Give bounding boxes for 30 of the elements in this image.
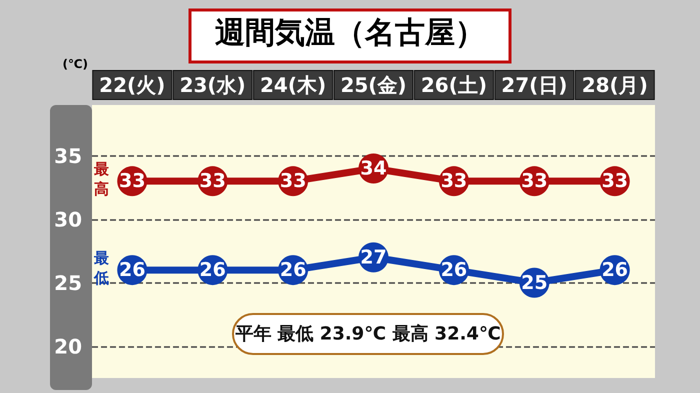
- data-label: 34: [360, 157, 387, 180]
- data-label: 27: [360, 246, 387, 268]
- y-axis-title: (℃): [62, 57, 88, 72]
- data-label: 25: [521, 272, 548, 294]
- y-tick-label: 25: [54, 270, 82, 295]
- y-tick-label: 30: [54, 207, 82, 232]
- series-label: 最低: [93, 249, 109, 288]
- data-label: 26: [280, 259, 306, 282]
- annotation: 平年 最低 23.9℃ 最高 32.4℃: [234, 324, 501, 344]
- data-label: 26: [199, 259, 226, 282]
- y-tick-label: 20: [54, 334, 82, 358]
- chart-title: 週間気温（名古屋）: [215, 16, 485, 50]
- data-label: 26: [440, 259, 468, 282]
- x-tick-label: 23(水): [180, 73, 246, 97]
- data-label: 33: [280, 170, 306, 192]
- x-tick-label: 25(金): [340, 73, 407, 97]
- x-tick-label: 24(木): [260, 73, 326, 97]
- data-label: 26: [118, 259, 146, 282]
- data-label: 33: [521, 170, 548, 192]
- data-label: 26: [602, 259, 628, 282]
- data-label: 33: [440, 170, 468, 192]
- x-tick-label: 22(火): [99, 73, 166, 97]
- data-label: 33: [602, 170, 628, 192]
- x-tick-label: 26(土): [420, 73, 487, 97]
- x-tick-label: 28(月): [582, 73, 648, 97]
- y-tick-label: 35: [54, 144, 82, 168]
- series-label: 最高: [93, 160, 109, 198]
- x-tick-label: 27(日): [501, 73, 568, 97]
- data-label: 33: [118, 170, 146, 192]
- data-label: 33: [199, 170, 226, 192]
